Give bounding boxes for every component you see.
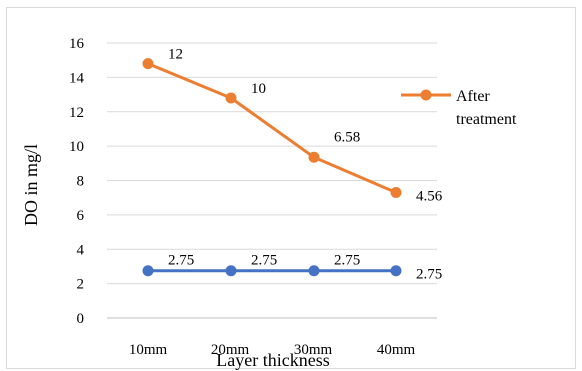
data-point [225,265,237,277]
data-label: 6.58 [334,129,360,145]
data-label: 2.75 [334,253,360,269]
series-lines [142,58,402,277]
y-tick-label: 0 [77,311,85,327]
y-tick-label: 6 [77,208,85,224]
legend: After treatment [401,88,517,128]
y-tick-label: 2 [77,277,85,293]
gridlines [107,42,437,319]
data-label: 2.75 [251,253,277,269]
y-tick-label: 10 [69,139,84,155]
series-line [147,62,397,194]
data-label: 2.75 [168,253,194,269]
data-point [142,58,154,70]
y-tick-label: 4 [77,242,85,258]
x-tick-label: 40mm [377,342,416,358]
y-tick-labels: 0 2 4 6 8 10 12 14 16 [69,36,85,327]
data-point [390,187,402,199]
x-axis-title: Layer thickness [216,350,329,370]
y-axis-title: DO in mg/l [21,144,41,226]
data-labels: 12 10 6.58 4.56 2.75 2.75 2.75 2.75 [168,47,443,283]
legend-marker-after-treatment [420,89,432,101]
data-label: 10 [251,81,266,97]
data-point [225,92,237,104]
data-point [390,265,402,277]
y-tick-label: 8 [77,174,85,190]
data-label: 12 [168,47,183,63]
legend-label-line1: After [456,88,490,105]
x-tick-labels: 10mm 20mm 30mm 40mm [129,342,416,358]
data-point [308,265,320,277]
data-point [142,265,154,277]
y-tick-label: 16 [69,36,85,52]
x-tick-label: 20mm [211,342,250,358]
y-tick-label: 14 [69,70,85,86]
x-tick-label: 30mm [294,342,333,358]
chart-frame [6,7,576,369]
y-tick-label: 12 [69,105,84,121]
x-tick-label: 10mm [129,342,168,358]
data-label: 2.75 [416,267,442,283]
data-point [308,151,320,163]
data-label: 4.56 [416,189,443,205]
legend-label-line2: treatment [456,111,517,128]
